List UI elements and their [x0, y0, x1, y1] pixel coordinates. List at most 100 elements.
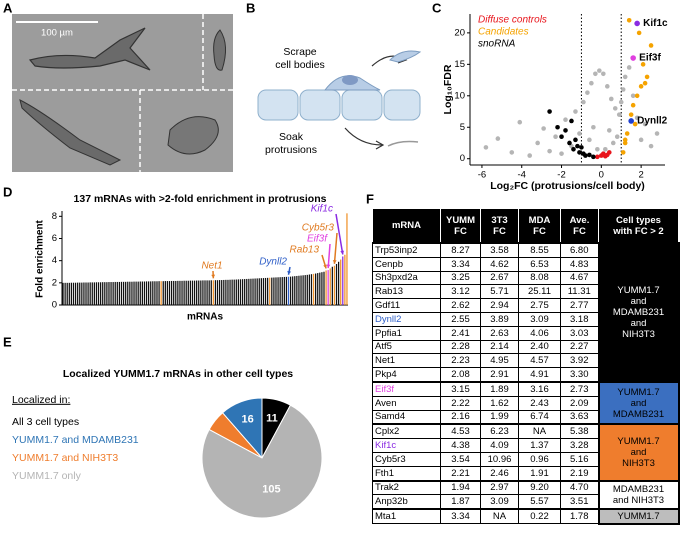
table-cell: 4.53 [440, 423, 481, 440]
table-cell: 2.97 [480, 479, 519, 496]
point [614, 134, 620, 139]
point [626, 17, 632, 23]
point [571, 146, 576, 152]
scale-bar-label: 100 µm [41, 28, 73, 39]
annotation-arrow [327, 243, 331, 269]
bar [271, 277, 273, 305]
bar [273, 277, 275, 305]
annotation: Dynll2 [259, 257, 287, 268]
table-cell: 2.08 [440, 367, 481, 383]
bar [91, 282, 93, 305]
y-tick-label: 8 [52, 211, 57, 222]
table-cell: 4.67 [560, 270, 599, 286]
x-tick-label: -6 [478, 170, 486, 181]
table-cell: 2.67 [480, 270, 519, 286]
table-cell: 4.83 [560, 256, 599, 272]
table-cell: 3.25 [440, 270, 481, 286]
bar [95, 282, 98, 305]
bar [252, 278, 254, 305]
bar [210, 280, 212, 305]
point [622, 137, 628, 143]
table-cell: 2.14 [480, 339, 519, 355]
arrow-head [211, 274, 216, 279]
bar [108, 282, 110, 305]
point [628, 112, 634, 117]
arrow-head [332, 260, 337, 264]
table-row: Aven 2.22 1.62 2.43 2.09 [372, 395, 679, 411]
table-cell: 8.27 [440, 241, 481, 258]
table-cell: 2.40 [518, 339, 561, 355]
table-row: Anp32b 1.87 3.09 5.57 3.51 [372, 494, 679, 510]
table-cell: 2.55 [440, 311, 481, 327]
table-cell: 4.91 [518, 367, 561, 383]
point [620, 150, 626, 155]
table-row: Atf5 2.28 2.14 2.40 2.27 [372, 339, 679, 355]
bar [218, 280, 221, 305]
bar [114, 281, 116, 305]
bar [312, 273, 315, 305]
bar [83, 282, 85, 305]
bar [64, 282, 66, 305]
table-cell: Gdf11 [372, 298, 441, 313]
table-cell: 1.78 [560, 508, 599, 525]
point [620, 87, 626, 92]
bar [202, 280, 204, 305]
point [622, 74, 628, 80]
bar [164, 281, 166, 305]
table-cell: 3.09 [518, 311, 561, 327]
bar [135, 281, 137, 305]
bar [281, 277, 283, 305]
bar [66, 282, 68, 305]
bar [187, 280, 189, 305]
bar [79, 282, 81, 305]
bar [262, 278, 265, 305]
table-cell: 3.89 [480, 311, 519, 327]
table-cell: 4.06 [518, 325, 561, 341]
panel-label: A [3, 0, 13, 15]
y-tick-label: 0 [52, 300, 57, 311]
bar [168, 281, 171, 305]
group-cell: YUMM1.7 and NIH3T3 [597, 423, 680, 482]
point [616, 112, 622, 117]
bar [292, 276, 294, 305]
point [541, 126, 546, 131]
point [581, 99, 586, 105]
table-cell: 11.31 [560, 284, 599, 300]
y-tick-label: 15 [454, 59, 465, 70]
table-cell: Cyb5r3 [372, 451, 441, 467]
table-cell: 2.43 [518, 395, 561, 411]
table-cell: 3.63 [560, 409, 599, 425]
table-cell: Dynll2 [372, 311, 441, 327]
micrograph [12, 14, 233, 172]
table-cell: 8.55 [518, 241, 561, 258]
annotation: Net1 [201, 261, 222, 272]
y-tick-label: 0 [460, 153, 465, 164]
table-cell: 6.53 [518, 256, 561, 272]
bar [337, 261, 340, 305]
bar [248, 278, 250, 305]
bar [122, 281, 125, 305]
point [559, 151, 564, 156]
bar [346, 213, 348, 305]
point [630, 102, 636, 108]
point [604, 84, 610, 89]
y-tick-label: 4 [52, 255, 57, 266]
table-cell: 3.92 [560, 353, 599, 369]
slice-label: 16 [242, 414, 254, 426]
table-row: Cenpb 3.34 4.62 6.53 4.83 [372, 256, 679, 272]
point [535, 140, 540, 146]
point [591, 154, 596, 160]
chart-title: Localized YUMM1.7 mRNAs in other cell ty… [63, 368, 293, 380]
header-row: mRNA YUMM FC 3T3 FC MDA FC Ave. FC Cell types… [372, 208, 679, 244]
bar [327, 270, 329, 305]
table: mRNA YUMM FC 3T3 FC MDA FC Ave. FC Cell types… [372, 208, 680, 525]
table-cell: 6.23 [480, 423, 519, 440]
bar [304, 275, 306, 305]
x-tick-label: -4 [518, 170, 526, 181]
legend-entry: YUMM1.7 and MDAMB231 [12, 434, 139, 446]
bar [189, 280, 192, 305]
point [630, 93, 636, 99]
table-cell: Rab13 [372, 284, 441, 300]
table-cell: 2.94 [480, 298, 519, 313]
